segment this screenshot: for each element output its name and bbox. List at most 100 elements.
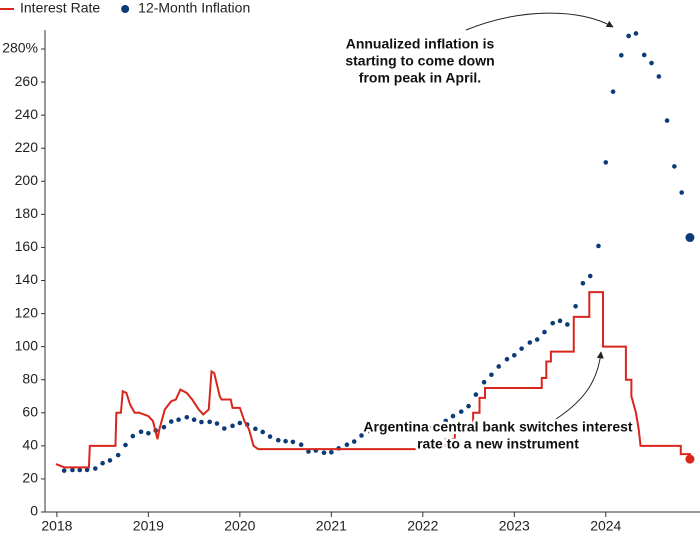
y-tick-label: 140 (15, 271, 39, 287)
inflation-dot (321, 450, 327, 456)
inflation-dot (146, 430, 151, 436)
inflation-dot (580, 281, 586, 286)
x-tick-label: 2023 (499, 518, 530, 534)
legend-label: Interest Rate (20, 0, 100, 16)
inflation-dot (656, 74, 662, 79)
y-tick-label: 160 (15, 238, 39, 254)
inflation-dot (351, 439, 357, 444)
inflation-dot (519, 346, 524, 351)
inflation-dot (511, 352, 517, 358)
inflation-dot (298, 442, 304, 447)
interest-rate-end-point (685, 454, 695, 464)
x-tick-label: 2019 (133, 518, 164, 534)
inflation-dot (61, 468, 67, 473)
inflation-dot (534, 337, 540, 342)
inflation-dot (84, 467, 90, 473)
inflation-dot (685, 233, 695, 243)
inflation-dot (527, 340, 533, 345)
inflation-dot (237, 420, 243, 426)
inflation-dot (603, 160, 609, 165)
inflation-dot (207, 419, 212, 425)
plot (55, 31, 695, 473)
inflation-dot (672, 164, 677, 169)
y-tick-label: 20 (22, 470, 38, 486)
inflation-dot (260, 429, 266, 435)
inflation-dot (504, 356, 510, 362)
inflation-dot (230, 423, 235, 429)
y-tick-label: 280% (2, 40, 38, 56)
x-tick-label: 2024 (590, 518, 621, 534)
inflation-dot (329, 450, 334, 455)
legend-swatch (121, 5, 130, 13)
inflation-dot (283, 438, 288, 444)
y-tick-label: 80 (22, 370, 38, 386)
inflation-dot (436, 423, 441, 428)
y-tick-label: 40 (22, 437, 38, 453)
y-tick-label: 0 (30, 503, 38, 519)
inflation-dot (619, 52, 624, 58)
inflation-dot (542, 329, 547, 335)
inflation-dot (664, 118, 670, 123)
inflation-dot (176, 417, 181, 423)
inflation-dot (481, 379, 487, 385)
inflation-dot (374, 426, 380, 432)
inflation-dot (450, 413, 456, 419)
inflation-dot (382, 424, 387, 429)
annotation-text: from peak in April. (359, 70, 481, 86)
y-tick-label: 220 (15, 139, 39, 155)
inflation-dot (413, 425, 418, 430)
y-tick-label: 240 (15, 106, 39, 122)
inflation-dot (489, 372, 494, 378)
y-tick-label: 260 (15, 73, 39, 89)
inflation-dot (596, 243, 601, 249)
y-tick-label: 100 (15, 337, 39, 353)
inflation-dot (214, 421, 220, 426)
inflation-dot (587, 273, 593, 279)
inflation-dot (344, 442, 350, 447)
x-tick-label: 2020 (224, 518, 255, 534)
inflation-dot (275, 437, 281, 443)
y-tick-label: 60 (22, 403, 38, 419)
inflation-dot (496, 364, 502, 369)
inflation-dot (253, 426, 258, 432)
inflation-dot (70, 467, 75, 473)
inflation-dot (359, 433, 364, 438)
x-tick-label: 2018 (41, 518, 72, 534)
inflation-dot (130, 433, 136, 439)
inflation-dot (679, 190, 685, 195)
inflation-dot (458, 409, 464, 414)
inflation-dot (93, 466, 98, 471)
inflation-dot (473, 392, 479, 397)
inflation-dot (267, 434, 273, 439)
annotation-text: Annualized inflation is (346, 36, 495, 52)
interest-rate-line (55, 291, 691, 469)
inflation-dot (641, 52, 647, 58)
inflation-dot (557, 318, 563, 324)
inflation-dot (649, 60, 654, 66)
inflation-dot (290, 439, 296, 445)
inflation-dot (191, 417, 197, 423)
annotation-arrow (465, 12, 614, 31)
inflation-dot (77, 467, 83, 473)
inflation-dot (633, 31, 639, 36)
inflation-dot (443, 418, 448, 424)
annotation-text: rate to a new instrument (417, 436, 579, 452)
x-tick-label: 2022 (407, 518, 438, 534)
inflation-dot (404, 423, 410, 429)
inflation-dot (138, 429, 144, 435)
inflation-dot (184, 414, 190, 420)
legend: Interest Rate 12-Month Inflation (0, 0, 250, 16)
inflation-dot (626, 33, 631, 39)
inflation-dot (100, 460, 105, 466)
inflation-dot (550, 320, 556, 326)
inflation-dot (367, 429, 373, 434)
inflation-dot (610, 89, 616, 94)
axes: 0 20 40 60 80 100 120 140 160 180 200 220 240 280% 260… (2, 30, 700, 534)
legend-label: 12-Month Inflation (138, 0, 250, 16)
inflation-dot (390, 424, 395, 430)
inflation-dot (306, 449, 311, 454)
inflation-dot (199, 419, 204, 425)
inflation-dot (123, 442, 128, 448)
